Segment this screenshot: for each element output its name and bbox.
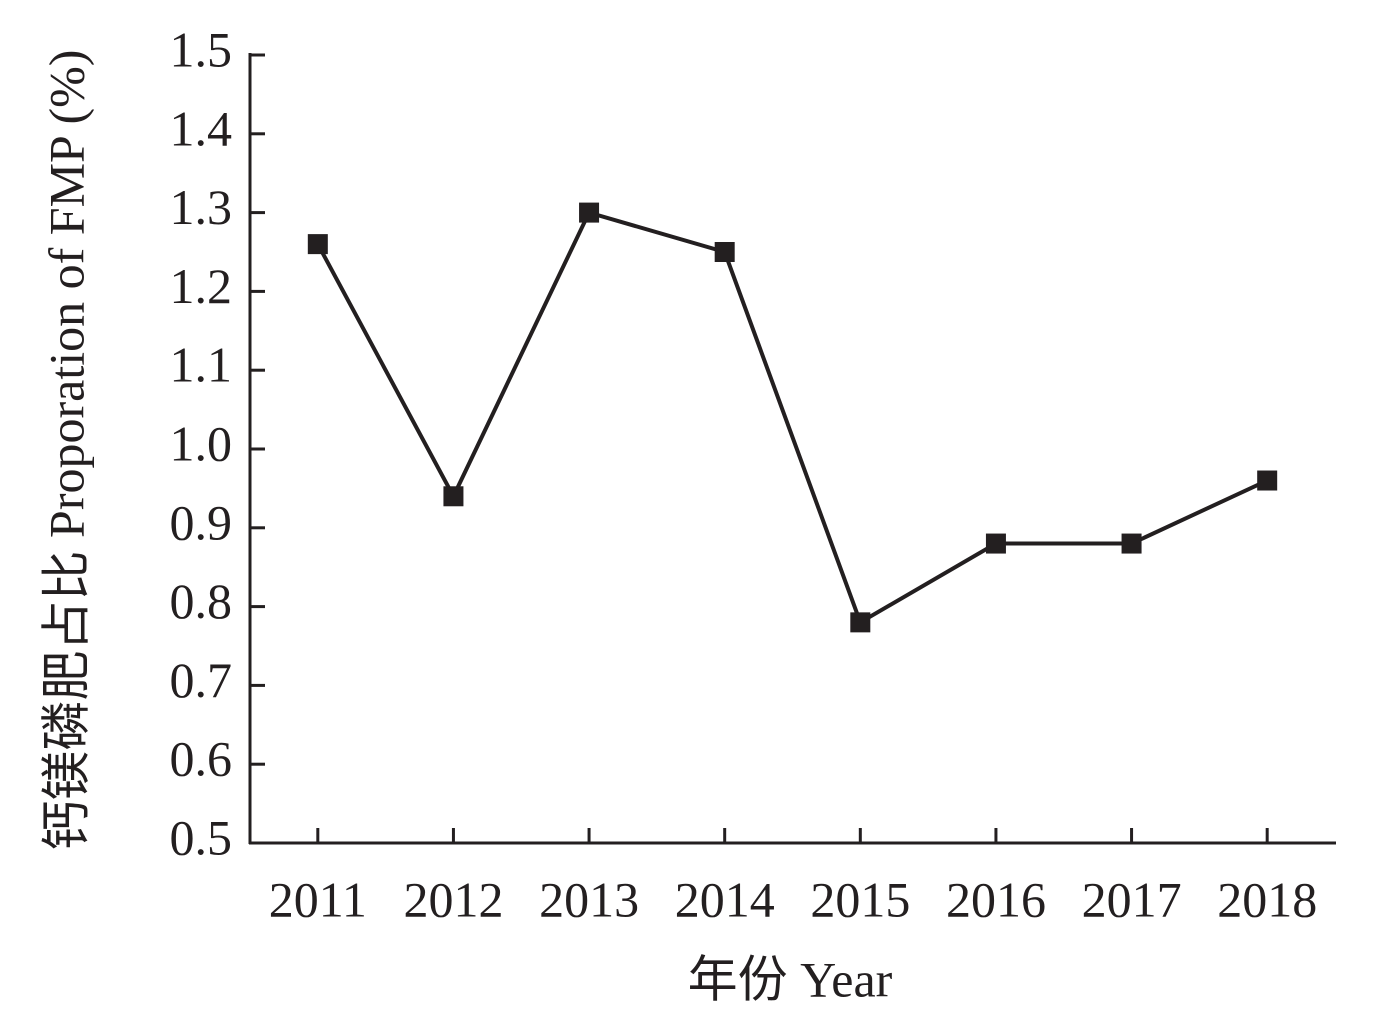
y-tick-label: 1.1 [170, 337, 233, 393]
y-tick-label: 1.0 [170, 415, 233, 471]
marker [1257, 470, 1278, 491]
x-axis-label: 年份 Year [688, 951, 893, 1007]
y-tick-label: 0.7 [170, 652, 233, 708]
x-tick-label: 2017 [1082, 871, 1182, 927]
y-tick-label: 0.9 [170, 494, 233, 550]
y-tick-label: 0.6 [170, 731, 233, 787]
x-tick-label: 2011 [269, 871, 367, 927]
x-tick-label: 2015 [810, 871, 910, 927]
marker [1121, 533, 1142, 554]
marker [714, 242, 735, 262]
y-tick-label: 0.5 [170, 809, 233, 865]
y-tick-label: 1.2 [170, 258, 233, 314]
y-tick-label: 1.4 [170, 100, 233, 156]
x-tick-label: 2018 [1217, 871, 1317, 927]
x-tick-label: 2012 [403, 871, 503, 927]
x-tick-label: 2013 [539, 871, 639, 927]
x-tick-label: 2016 [946, 871, 1046, 927]
y-tick-label: 0.8 [170, 573, 233, 629]
line [316, 210, 1269, 626]
y-tick-label: 1.5 [170, 21, 233, 77]
marker [985, 533, 1006, 554]
marker [307, 234, 328, 255]
y-tick-label: 1.3 [170, 179, 233, 235]
x-tick-label: 2014 [675, 871, 775, 927]
marker [850, 612, 871, 633]
y-axis-label: 钙镁磷肥占比 Proporation of FMP (%) [38, 50, 94, 851]
marker [443, 486, 464, 507]
marker [579, 202, 600, 223]
